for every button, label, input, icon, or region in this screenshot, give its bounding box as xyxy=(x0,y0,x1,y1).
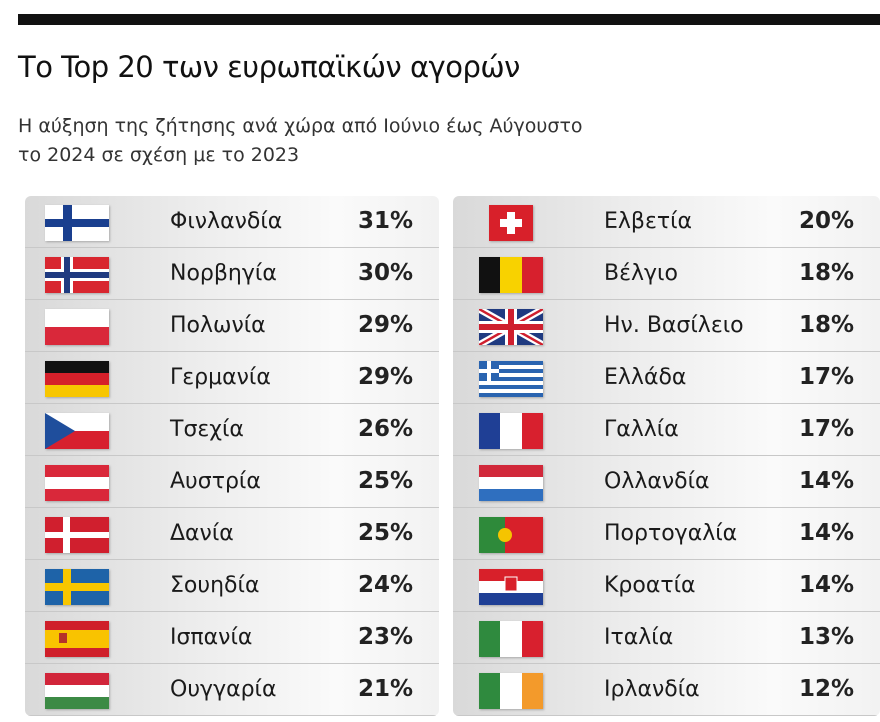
country-name: Πορτογαλία xyxy=(604,521,738,546)
country-row: Κροατία 14% xyxy=(453,560,880,612)
country-name: Ιρλανδία xyxy=(604,677,700,702)
demand-increase-value: 14% xyxy=(798,468,854,494)
demand-increase-value: 31% xyxy=(357,208,413,234)
country-row: Ελλάδα 17% xyxy=(453,352,880,404)
demand-increase-value: 12% xyxy=(798,676,854,702)
country-row: Ελβετία 20% xyxy=(453,196,880,248)
demand-increase-value: 26% xyxy=(357,416,413,442)
subtitle-line: Η αύξηση της ζήτησης ανά χώρα από Ιούνιο… xyxy=(18,115,583,137)
portugal-flag-icon xyxy=(479,517,543,553)
country-name: Πολωνία xyxy=(170,313,266,338)
greece-flag-icon xyxy=(479,361,543,397)
demand-increase-value: 23% xyxy=(357,624,413,650)
demand-increase-value: 20% xyxy=(798,208,854,234)
country-name: Ισπανία xyxy=(170,625,253,650)
switzerland-flag-icon xyxy=(489,205,533,241)
demand-increase-value: 25% xyxy=(357,520,413,546)
belgium-flag-icon xyxy=(479,257,543,293)
country-row: Γαλλία 17% xyxy=(453,404,880,456)
country-row: Πορτογαλία 14% xyxy=(453,508,880,560)
hungary-flag-icon xyxy=(45,673,109,709)
norway-flag-icon xyxy=(45,257,109,293)
demand-increase-value: 17% xyxy=(798,416,854,442)
country-name: Φινλανδία xyxy=(170,209,283,234)
left-country-list: Φινλανδία 31% Νορβηγία 30% Πολωνία 29% Γ… xyxy=(25,196,439,716)
country-row: Δανία 25% xyxy=(25,508,439,560)
demand-increase-value: 14% xyxy=(798,572,854,598)
country-name: Αυστρία xyxy=(170,469,261,494)
demand-increase-value: 29% xyxy=(357,312,413,338)
country-name: Τσεχία xyxy=(170,417,244,442)
country-row: Ην. Βασίλειο 18% xyxy=(453,300,880,352)
country-name: Ελβετία xyxy=(604,209,693,234)
country-row: Φινλανδία 31% xyxy=(25,196,439,248)
croatia-flag-icon xyxy=(479,569,543,605)
country-name: Γαλλία xyxy=(604,417,679,442)
country-name: Νορβηγία xyxy=(170,261,277,286)
country-row: Γερμανία 29% xyxy=(25,352,439,404)
subtitle-line: το 2024 σε σχέση με το 2023 xyxy=(18,144,300,166)
country-name: Σουηδία xyxy=(170,573,260,598)
demand-increase-value: 30% xyxy=(357,260,413,286)
uk-flag-icon xyxy=(479,309,543,345)
country-name: Βέλγιο xyxy=(604,261,678,286)
poland-flag-icon xyxy=(45,309,109,345)
demand-increase-value: 18% xyxy=(798,260,854,286)
demand-increase-value: 24% xyxy=(357,572,413,598)
country-row: Σουηδία 24% xyxy=(25,560,439,612)
denmark-flag-icon xyxy=(45,517,109,553)
country-name: Ην. Βασίλειο xyxy=(604,313,744,338)
country-row: Τσεχία 26% xyxy=(25,404,439,456)
country-row: Πολωνία 29% xyxy=(25,300,439,352)
country-row: Αυστρία 25% xyxy=(25,456,439,508)
demand-increase-value: 29% xyxy=(357,364,413,390)
country-name: Κροατία xyxy=(604,573,696,598)
country-row: Ιρλανδία 12% xyxy=(453,664,880,716)
country-name: Δανία xyxy=(170,521,234,546)
austria-flag-icon xyxy=(45,465,109,501)
demand-increase-value: 18% xyxy=(798,312,854,338)
demand-increase-value: 17% xyxy=(798,364,854,390)
france-flag-icon xyxy=(479,413,543,449)
country-name: Γερμανία xyxy=(170,365,271,390)
country-row: Ολλανδία 14% xyxy=(453,456,880,508)
country-row: Ουγγαρία 21% xyxy=(25,664,439,716)
country-row: Ισπανία 23% xyxy=(25,612,439,664)
country-row: Νορβηγία 30% xyxy=(25,248,439,300)
subtitle: Η αύξηση της ζήτησης ανά χώρα από Ιούνιο… xyxy=(18,112,718,170)
demand-increase-value: 21% xyxy=(357,676,413,702)
germany-flag-icon xyxy=(45,361,109,397)
spain-flag-icon xyxy=(45,621,109,657)
demand-increase-value: 25% xyxy=(357,468,413,494)
country-name: Ιταλία xyxy=(604,625,674,650)
country-name: Ολλανδία xyxy=(604,469,710,494)
czechia-flag-icon xyxy=(45,413,109,449)
country-name: Ελλάδα xyxy=(604,365,687,390)
ireland-flag-icon xyxy=(479,673,543,709)
top-rule xyxy=(18,14,880,25)
demand-increase-value: 14% xyxy=(798,520,854,546)
finland-flag-icon xyxy=(45,205,109,241)
country-row: Βέλγιο 18% xyxy=(453,248,880,300)
netherlands-flag-icon xyxy=(479,465,543,501)
sweden-flag-icon xyxy=(45,569,109,605)
page-title: Το Top 20 των ευρωπαϊκών αγορών xyxy=(18,50,520,84)
right-country-list: Ελβετία 20% Βέλγιο 18% Ην. Βασίλειο 18% … xyxy=(453,196,880,716)
country-row: Ιταλία 13% xyxy=(453,612,880,664)
demand-increase-value: 13% xyxy=(798,624,854,650)
italy-flag-icon xyxy=(479,621,543,657)
country-name: Ουγγαρία xyxy=(170,677,277,702)
